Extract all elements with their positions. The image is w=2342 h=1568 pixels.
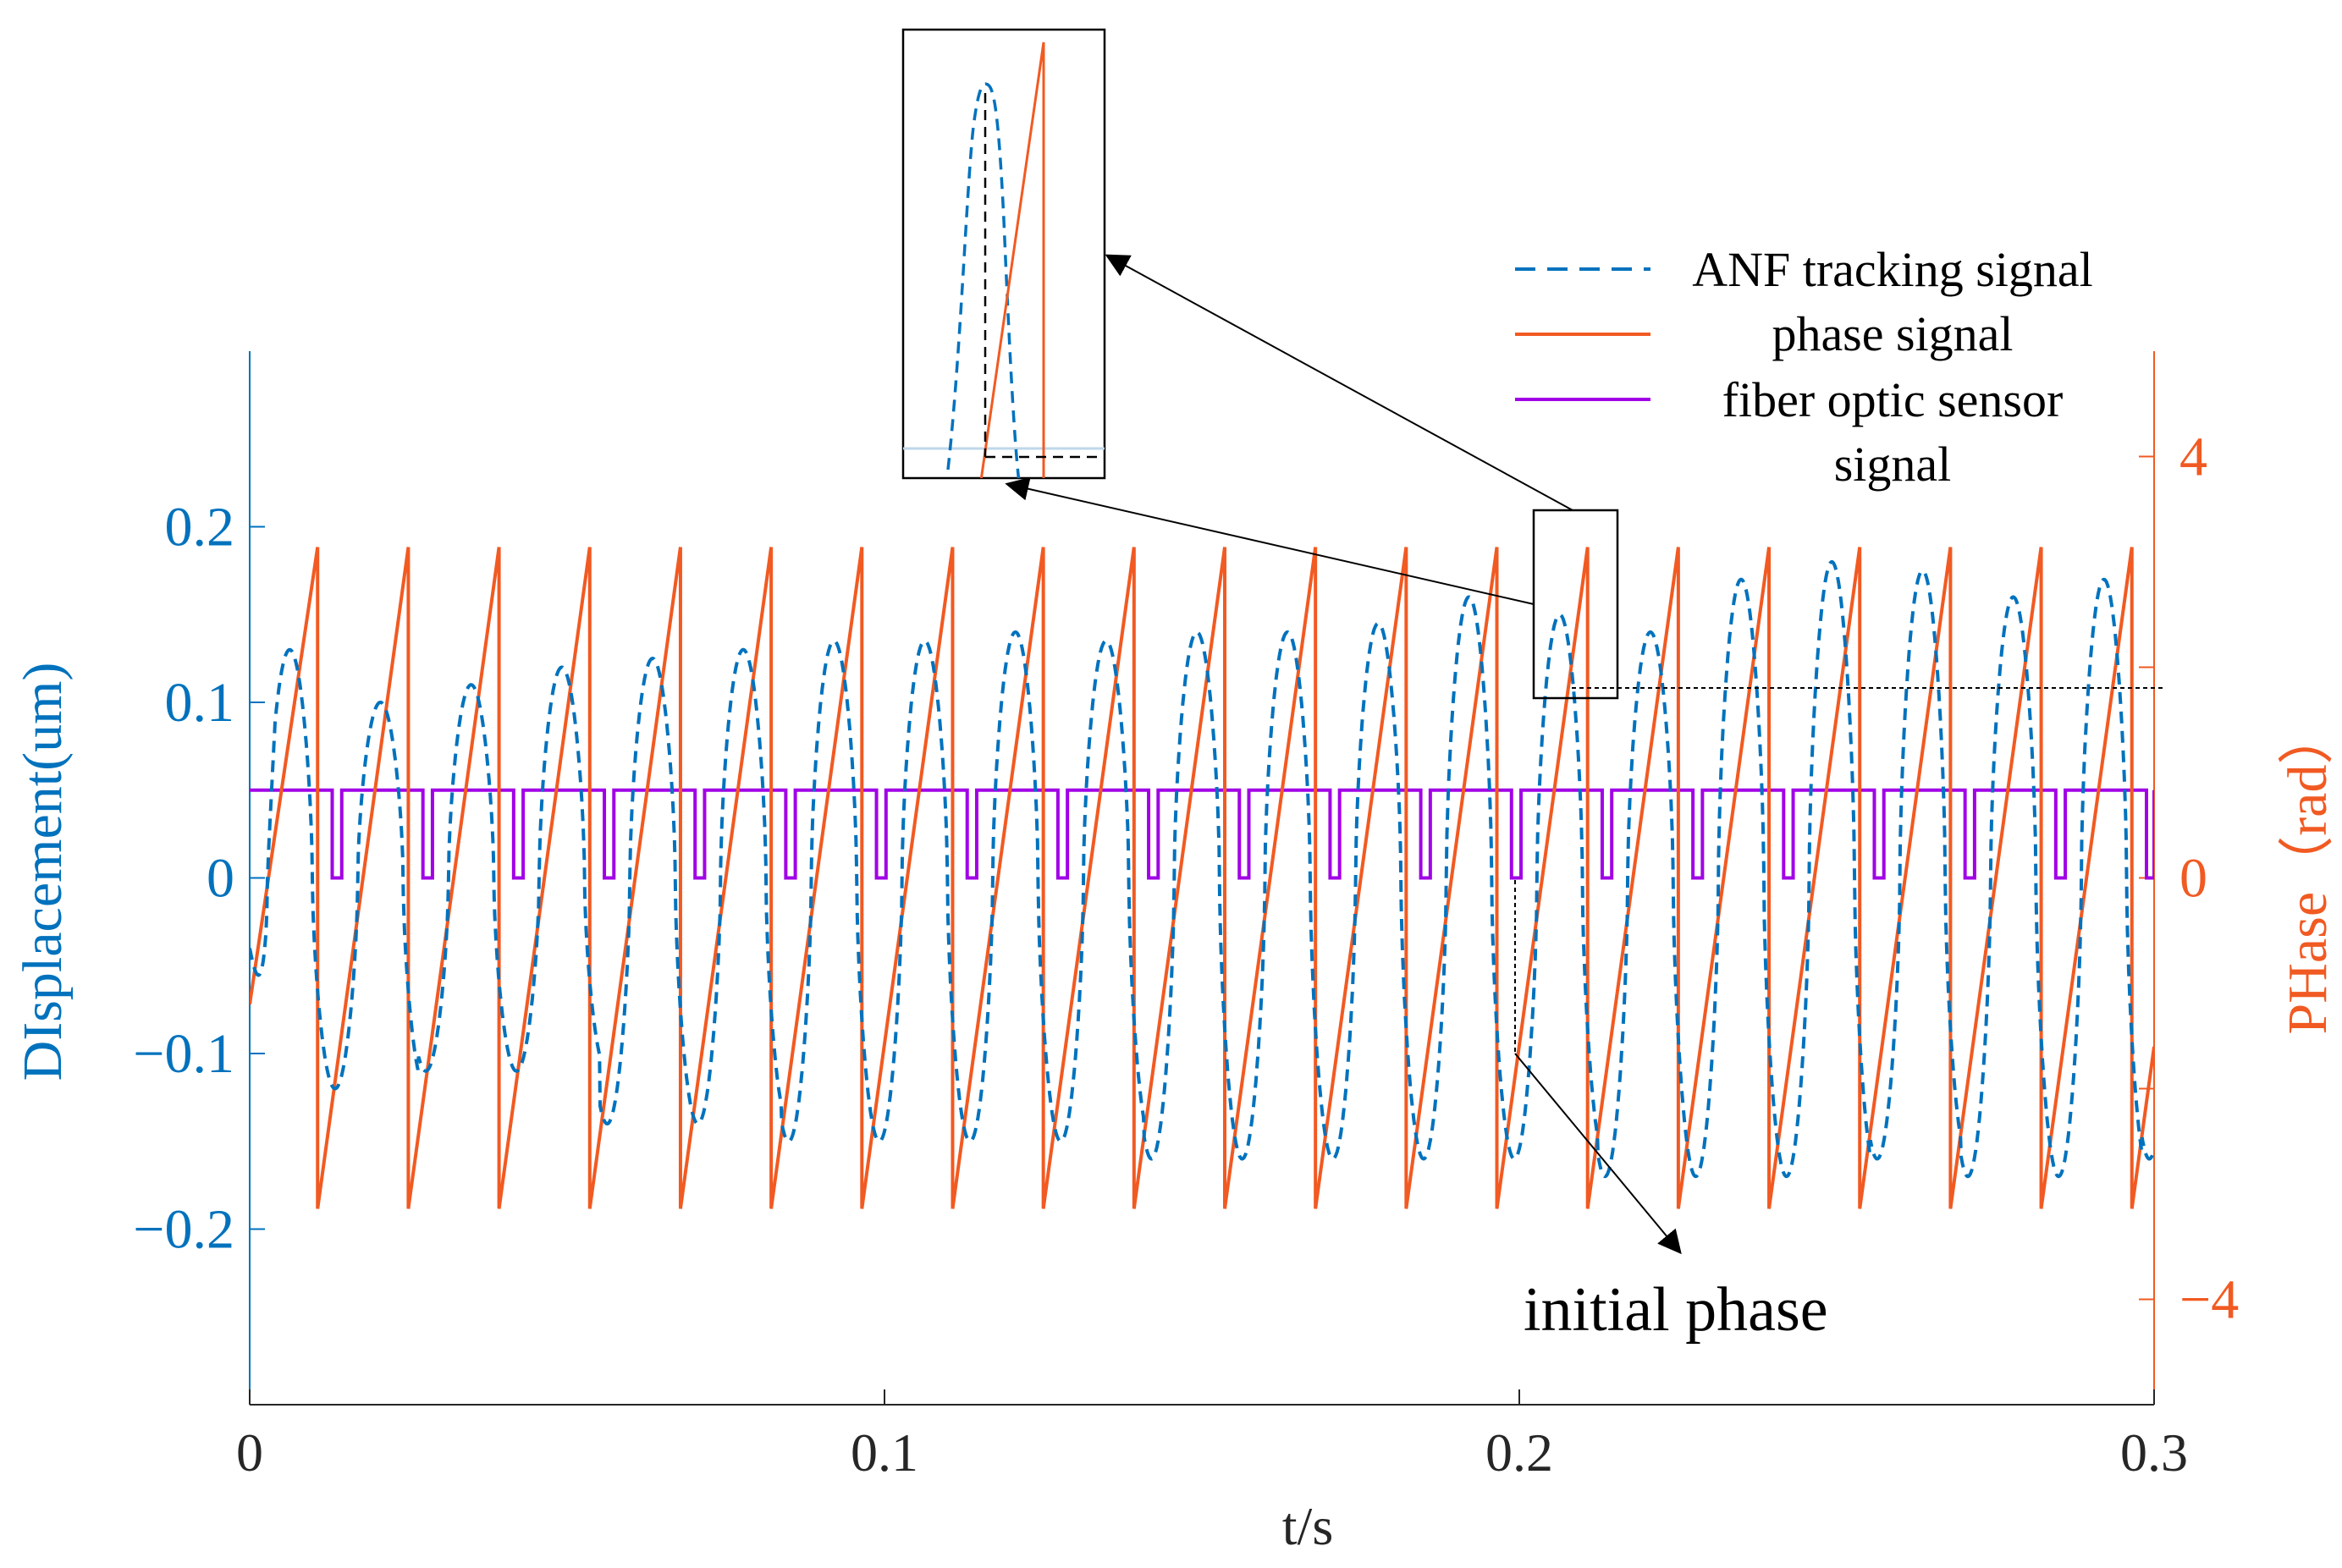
right-y-ticks: −4 0 4 [2139, 426, 2239, 1331]
callout-arrows [1005, 254, 1682, 1255]
legend-label-phase: phase signal [1772, 306, 2013, 361]
x-tick-label: 0 [236, 1422, 263, 1483]
right-y-axis-label: PHase（rad） [2277, 709, 2339, 1035]
legend: ANF tracking signal phase signal fiber o… [1515, 242, 2093, 492]
x-tick-label: 0.2 [1485, 1422, 1553, 1483]
annotation-initial-phase: initial phase [1524, 1275, 1828, 1345]
left-tick-label: 0.1 [165, 672, 235, 734]
left-tick-label: 0 [207, 848, 234, 910]
axes-frame [249, 351, 2155, 1406]
legend-label-fiber-cont: signal [1834, 437, 1952, 492]
left-tick-label: −0.2 [133, 1199, 234, 1261]
guide-lines [1514, 687, 2163, 1054]
zoom-region-box [1532, 509, 1619, 700]
right-tick-label: −4 [2179, 1269, 2239, 1331]
right-tick-label: 0 [2179, 848, 2207, 910]
arrow-to-annotation [1514, 1053, 1682, 1255]
left-y-ticks: −0.2 −0.1 0 0.1 0.2 [133, 497, 265, 1261]
inset-phase-segment [979, 41, 1045, 478]
anf-tracking-line [250, 559, 2154, 1179]
left-tick-label: −0.1 [133, 1023, 234, 1085]
legend-label-anf: ANF tracking signal [1692, 242, 2093, 297]
inset-anf-segment [946, 82, 1021, 478]
x-ticks: 0 0.1 0.2 0.3 [236, 1389, 2188, 1483]
fiber-optic-sensor-line [250, 788, 2154, 880]
arrow-to-inset-lower [1005, 476, 1535, 605]
left-y-axis-label: DIsplacement(um) [12, 663, 74, 1081]
legend-label-fiber: fiber optic sensor [1722, 372, 2064, 427]
arrow-to-inset-upper [1105, 254, 1573, 511]
zoom-inset-frame [901, 28, 1106, 480]
zoom-inset [901, 28, 1106, 480]
x-tick-label: 0.1 [851, 1422, 918, 1483]
x-tick-label: 0.3 [2120, 1422, 2188, 1483]
phase-signal-line [250, 547, 2154, 1209]
right-tick-label: 4 [2179, 426, 2207, 488]
x-axis-label: t/s [1282, 1496, 1333, 1556]
left-tick-label: 0.2 [165, 497, 235, 558]
